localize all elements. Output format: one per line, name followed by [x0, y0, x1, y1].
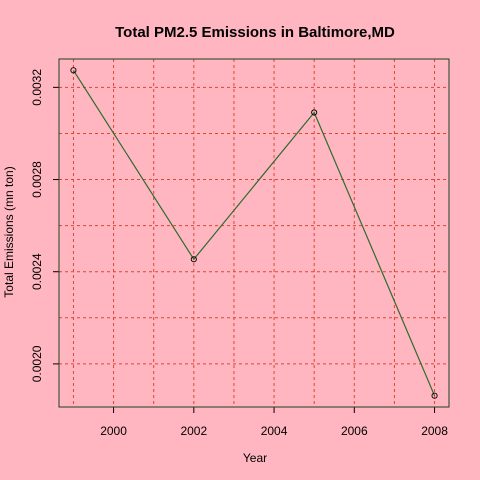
chart-title: Total PM2.5 Emissions in Baltimore,MD: [115, 24, 395, 41]
x-tick-label: 2008: [421, 424, 448, 438]
data-point: [431, 392, 438, 399]
y-tick-label: 0.0028: [30, 161, 44, 198]
series-layer: [70, 67, 438, 399]
series-line: [72, 69, 436, 396]
x-tick-label: 2000: [100, 424, 127, 438]
data-point: [190, 256, 197, 263]
data-point: [70, 67, 77, 74]
plot-frame: [58, 58, 450, 408]
y-tick-label: 0.0024: [30, 253, 44, 290]
data-point: [311, 109, 318, 116]
y-tick-label: 0.0020: [30, 345, 44, 382]
y-axis-label: Total Emissions (mn ton): [2, 166, 16, 297]
x-tick-label: 2002: [180, 424, 207, 438]
x-tick-label: 2006: [341, 424, 368, 438]
axis-ticks: 2000 2002 2004 2006 2008 0.0020 0.0024 0.0028 0.…: [30, 69, 448, 438]
grid: [59, 59, 449, 407]
x-axis-label: Year: [243, 451, 267, 465]
y-tick-label: 0.0032: [30, 69, 44, 106]
x-tick-label: 2004: [261, 424, 288, 438]
